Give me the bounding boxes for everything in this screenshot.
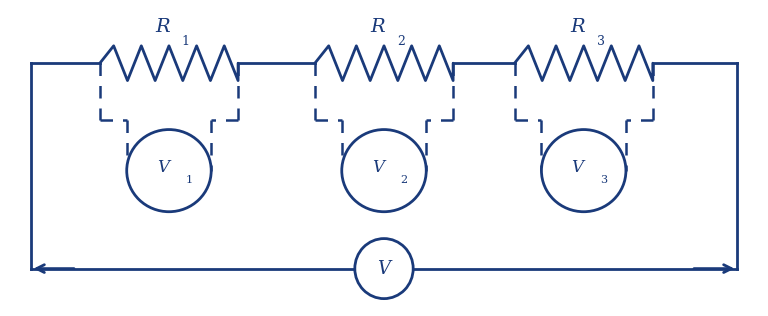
Text: V: V xyxy=(378,260,390,277)
Ellipse shape xyxy=(342,130,426,212)
Text: V: V xyxy=(571,159,584,176)
Text: 2: 2 xyxy=(397,35,405,48)
Text: R: R xyxy=(570,18,585,36)
Text: 1: 1 xyxy=(185,175,193,185)
Text: V: V xyxy=(157,159,169,176)
Ellipse shape xyxy=(355,239,413,299)
Text: 2: 2 xyxy=(400,175,408,185)
Text: 3: 3 xyxy=(597,35,604,48)
Text: V: V xyxy=(372,159,384,176)
Ellipse shape xyxy=(127,130,211,212)
Text: R: R xyxy=(370,18,386,36)
Text: 3: 3 xyxy=(600,175,607,185)
Text: R: R xyxy=(155,18,170,36)
Ellipse shape xyxy=(541,130,626,212)
Text: 1: 1 xyxy=(182,35,190,48)
